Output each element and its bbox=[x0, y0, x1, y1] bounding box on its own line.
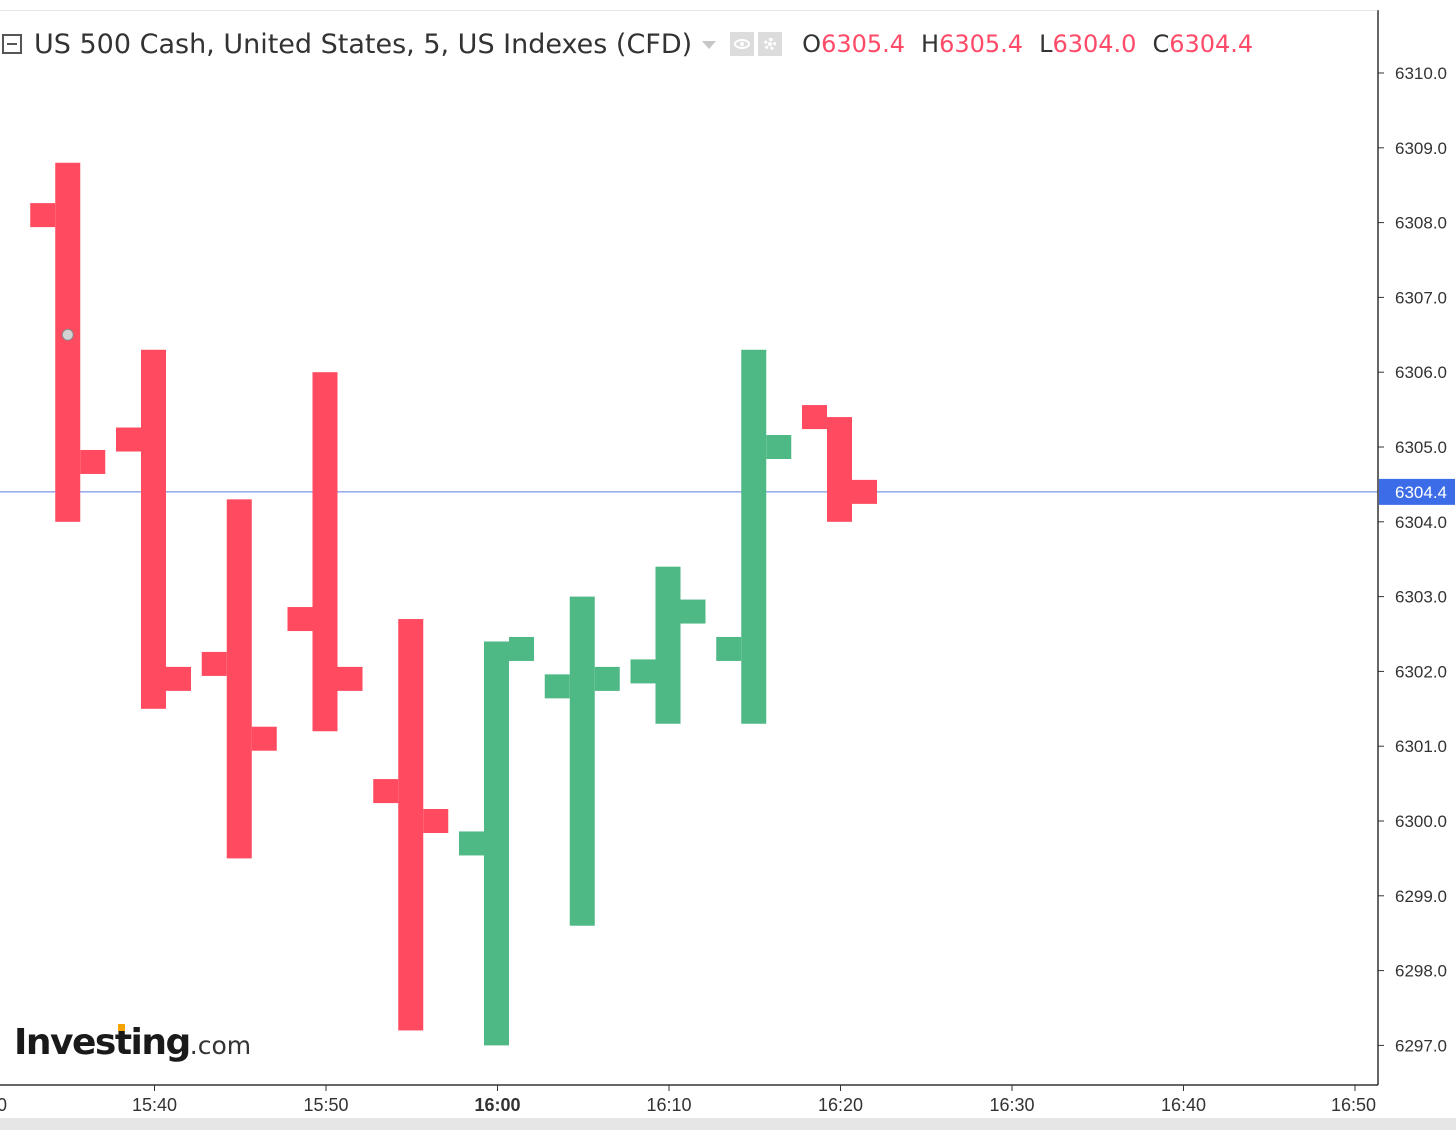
bar-range bbox=[226, 499, 252, 859]
bar-range bbox=[141, 349, 166, 709]
bar-range bbox=[655, 566, 681, 724]
logo-suffix-text: .com bbox=[189, 1031, 252, 1060]
bar-range bbox=[398, 619, 424, 1031]
open-tick bbox=[373, 779, 399, 804]
bar-range bbox=[55, 162, 81, 522]
close-tick bbox=[852, 479, 877, 504]
close-tick bbox=[166, 666, 191, 691]
x-tick-label: 0 bbox=[0, 1095, 7, 1115]
low-key: L bbox=[1039, 30, 1053, 58]
close-tick bbox=[337, 666, 363, 691]
bar-marker-dot bbox=[61, 328, 74, 341]
ohlc-bar bbox=[716, 349, 792, 724]
y-tick-label: 6305.0 bbox=[1395, 438, 1447, 457]
close-tick bbox=[509, 636, 534, 661]
bar-range bbox=[827, 417, 852, 522]
investing-logo: Investing.com bbox=[14, 1022, 251, 1063]
bar-range bbox=[569, 596, 595, 926]
ohlc-bar bbox=[373, 619, 449, 1031]
y-tick-label: 6301.0 bbox=[1395, 737, 1447, 756]
y-tick-label: 6297.0 bbox=[1395, 1036, 1447, 1055]
symbol-title[interactable]: US 500 Cash, United States, 5, US Indexe… bbox=[34, 28, 693, 60]
ohlc-bar bbox=[802, 405, 877, 522]
open-tick bbox=[287, 607, 313, 632]
bottom-toolbar-strip bbox=[0, 1118, 1456, 1130]
y-tick-label: 6299.0 bbox=[1395, 887, 1447, 906]
ohlc-bar bbox=[116, 349, 191, 709]
y-tick-label: 6300.0 bbox=[1395, 812, 1447, 831]
bars-layer bbox=[0, 162, 1378, 1046]
high-value: 6305.4 bbox=[939, 30, 1024, 58]
close-tick bbox=[80, 449, 106, 474]
logo-main-text: Investing bbox=[14, 1022, 191, 1063]
high-key: H bbox=[921, 30, 940, 58]
y-tick-label: 6303.0 bbox=[1395, 588, 1447, 607]
caret-down-icon[interactable] bbox=[702, 41, 717, 49]
gear-icon[interactable] bbox=[758, 32, 783, 56]
ohlc-bar bbox=[544, 596, 620, 926]
y-tick-label: 6308.0 bbox=[1395, 214, 1447, 233]
open-tick bbox=[630, 659, 656, 684]
last-price-label-bg bbox=[1379, 478, 1455, 505]
open-tick bbox=[716, 636, 742, 661]
x-tick-label: 16:20 bbox=[818, 1095, 863, 1115]
bar-range bbox=[484, 641, 509, 1046]
y-tick-label: 6307.0 bbox=[1395, 288, 1447, 307]
last-price-label: 6304.4 bbox=[1395, 483, 1447, 502]
top-strip bbox=[0, 0, 1378, 10]
open-tick bbox=[544, 674, 570, 699]
ohlc-bar bbox=[287, 372, 363, 732]
y-tick-label: 6298.0 bbox=[1395, 962, 1447, 981]
bar-range bbox=[741, 349, 767, 724]
x-tick-label: 15:50 bbox=[303, 1095, 348, 1115]
close-tick bbox=[251, 726, 277, 751]
open-key: O bbox=[802, 30, 822, 58]
x-tick-label: 15:40 bbox=[132, 1095, 177, 1115]
open-value: 6305.4 bbox=[821, 30, 906, 58]
axis-layer: 6310.0 6309.0 6308.0 6307.0 6306.0 6305.0 6304… bbox=[0, 9, 1455, 1115]
open-tick bbox=[116, 427, 141, 452]
x-tick-label: 16:40 bbox=[1161, 1095, 1206, 1115]
close-tick bbox=[766, 435, 792, 459]
close-value: 6304.4 bbox=[1169, 30, 1254, 58]
open-tick bbox=[802, 405, 827, 430]
x-tick-label: 16:30 bbox=[989, 1095, 1034, 1115]
open-tick bbox=[201, 651, 227, 676]
ohlc-bar bbox=[630, 566, 706, 724]
ohlc-bar bbox=[201, 499, 277, 859]
y-tick-label: 6310.0 bbox=[1395, 64, 1447, 83]
chart-legend: US 500 Cash, United States, 5, US Indexe… bbox=[0, 26, 1269, 62]
x-tick-label: 16:00 bbox=[474, 1095, 520, 1115]
eye-icon[interactable] bbox=[730, 32, 755, 56]
y-tick-label: 6306.0 bbox=[1395, 363, 1447, 382]
close-tick bbox=[594, 666, 620, 691]
y-tick-label: 6302.0 bbox=[1395, 662, 1447, 681]
bar-range bbox=[312, 372, 338, 732]
open-tick bbox=[459, 831, 484, 856]
x-tick-label: 16:50 bbox=[1331, 1095, 1376, 1115]
close-tick bbox=[680, 599, 706, 624]
collapse-icon[interactable] bbox=[2, 34, 22, 54]
ohlc-bar bbox=[30, 162, 106, 522]
logo-accent-icon bbox=[118, 1024, 125, 1031]
close-tick bbox=[423, 809, 449, 833]
low-value: 6304.0 bbox=[1052, 30, 1137, 58]
y-tick-label: 6304.0 bbox=[1395, 513, 1447, 532]
x-tick-label: 16:10 bbox=[646, 1095, 691, 1115]
y-tick-label: 6309.0 bbox=[1395, 139, 1447, 158]
ohlc-bar bbox=[459, 636, 534, 1046]
close-key: C bbox=[1152, 30, 1170, 58]
open-tick bbox=[30, 203, 56, 228]
